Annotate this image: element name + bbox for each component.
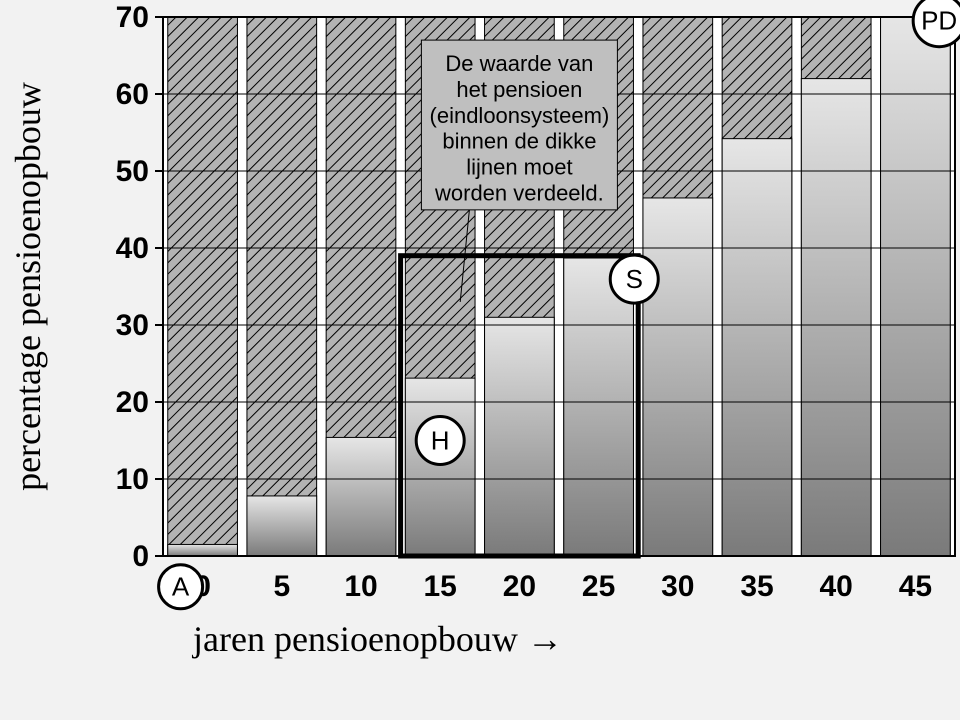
bar-front — [801, 79, 871, 556]
chart-svg: 010203040506070051015202530354045percent… — [0, 0, 960, 720]
info-box-line: lijnen moet — [466, 155, 572, 180]
bar-back — [168, 17, 238, 556]
y-tick-label: 10 — [116, 463, 149, 496]
x-tick-label: 20 — [503, 570, 536, 603]
bar-front — [485, 317, 555, 556]
marker-label-H: H — [431, 425, 450, 455]
info-box-line: binnen de dikke — [442, 129, 596, 154]
y-tick-label: 20 — [116, 386, 149, 419]
x-tick-label: 35 — [740, 570, 773, 603]
bar-front — [326, 437, 396, 556]
bar-front — [881, 17, 951, 556]
bar-front — [247, 496, 317, 556]
x-tick-label: 40 — [820, 570, 853, 603]
pension-chart: 010203040506070051015202530354045percent… — [0, 0, 960, 720]
x-tick-label: 30 — [661, 570, 694, 603]
x-tick-label: 45 — [899, 570, 932, 603]
bar-front — [168, 544, 238, 556]
x-tick-label: 5 — [273, 570, 290, 603]
marker-label-A: A — [172, 572, 190, 602]
marker-label-S: S — [626, 264, 643, 294]
bar-front — [643, 198, 713, 556]
info-box-line: (eindloonsysteem) — [430, 103, 610, 128]
y-tick-label: 60 — [116, 78, 149, 111]
y-tick-label: 40 — [116, 232, 149, 265]
marker-label-PD: PD — [921, 6, 957, 36]
x-tick-label: 15 — [424, 570, 457, 603]
info-box-line: het pensioen — [456, 77, 582, 102]
y-tick-label: 0 — [132, 540, 149, 573]
bar-back — [247, 17, 317, 556]
x-tick-label: 10 — [344, 570, 377, 603]
y-axis-title: percentage pensioenopbouw — [8, 82, 48, 491]
bar-front — [564, 258, 634, 556]
bar-front — [405, 378, 475, 556]
info-box-line: De waarde van — [445, 51, 593, 76]
x-axis-title: jaren pensioenopbouw → — [191, 619, 563, 659]
y-tick-label: 50 — [116, 155, 149, 188]
bar-front — [722, 139, 792, 556]
y-tick-label: 70 — [116, 1, 149, 34]
info-box-line: worden verdeeld. — [434, 181, 604, 206]
y-tick-label: 30 — [116, 309, 149, 342]
x-tick-label: 25 — [582, 570, 615, 603]
